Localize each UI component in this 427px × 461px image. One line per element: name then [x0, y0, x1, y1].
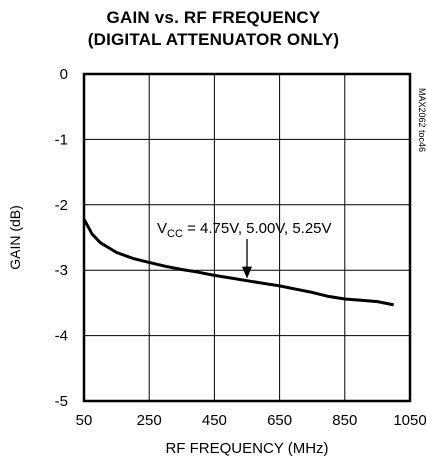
x-tick-label: 50 [76, 412, 93, 429]
y-tick-label: -1 [55, 131, 68, 148]
series-line [82, 218, 394, 307]
x-axis-label: RF FREQUENCY (MHz) [165, 440, 328, 457]
annotation-subscript: CC [167, 228, 183, 240]
x-tick-label: 250 [137, 412, 162, 429]
chart-subtitle: (DIGITAL ATTENUATOR ONLY) [87, 30, 340, 49]
figure-id-watermark: MAX2062 toc46 [417, 88, 427, 152]
x-tick-label: 850 [332, 412, 357, 429]
y-tick-label: -3 [55, 262, 68, 279]
y-tick-label: -4 [55, 328, 68, 345]
y-tick-labels: 0 -1 -2 -3 -4 -5 [55, 66, 68, 410]
x-tick-label: 650 [267, 412, 292, 429]
y-axis-label: GAIN (dB) [7, 205, 23, 270]
annotation-label: VCC = 4.75V, 5.00V, 5.25V [157, 220, 332, 240]
y-tick-label: -2 [55, 197, 68, 214]
x-tick-label: 1050 [393, 412, 426, 429]
chart-title: GAIN vs. RF FREQUENCY [106, 8, 321, 27]
grid-lines [84, 74, 410, 401]
annotation-prefix: V [157, 220, 167, 237]
x-tick-label: 450 [202, 412, 227, 429]
plot-frame [82, 72, 412, 403]
annotation-arrow-head [242, 266, 252, 279]
y-tick-label: -5 [55, 393, 68, 410]
series-group [82, 218, 394, 307]
annotation-text: = 4.75V, 5.00V, 5.25V [183, 220, 332, 237]
y-tick-label: 0 [60, 66, 68, 83]
x-tick-labels: 50 250 450 650 850 1050 [76, 412, 427, 429]
vcc-annotation: VCC = 4.75V, 5.00V, 5.25V [157, 220, 332, 279]
